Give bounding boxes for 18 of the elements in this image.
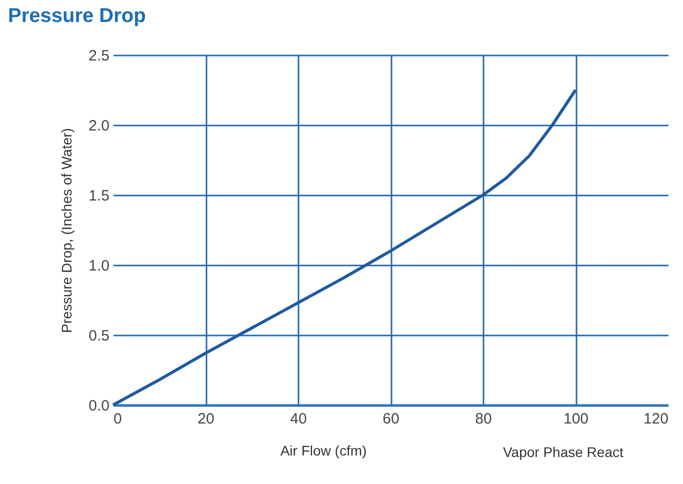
y-tick-label: 2.5 bbox=[88, 48, 110, 64]
y-tick-label: 2.0 bbox=[88, 118, 110, 134]
x-tick-label: 60 bbox=[382, 410, 400, 428]
y-tick-label: 0.0 bbox=[88, 398, 110, 414]
y-tick-label: 1.5 bbox=[88, 188, 110, 204]
y-axis-title: Pressure Drop, (Inches of Water) bbox=[58, 128, 75, 333]
y-tick-label: 0.5 bbox=[88, 328, 110, 344]
text: Vapor Phase React bbox=[503, 444, 624, 460]
x-axis-title: Air Flow (cfm) bbox=[280, 442, 367, 458]
chart-title: Pressure Drop bbox=[8, 5, 146, 27]
line-series bbox=[112, 88, 577, 406]
x-tick-label: 80 bbox=[475, 410, 492, 428]
x-tick-label: 0 bbox=[114, 410, 122, 428]
x-tick-label: 40 bbox=[290, 410, 307, 428]
y-tick-label: 1.0 bbox=[88, 258, 110, 274]
x-tick-label: 100 bbox=[563, 410, 589, 428]
x-tick-label: 120 bbox=[643, 410, 668, 428]
x-tick-label: 20 bbox=[198, 410, 214, 428]
